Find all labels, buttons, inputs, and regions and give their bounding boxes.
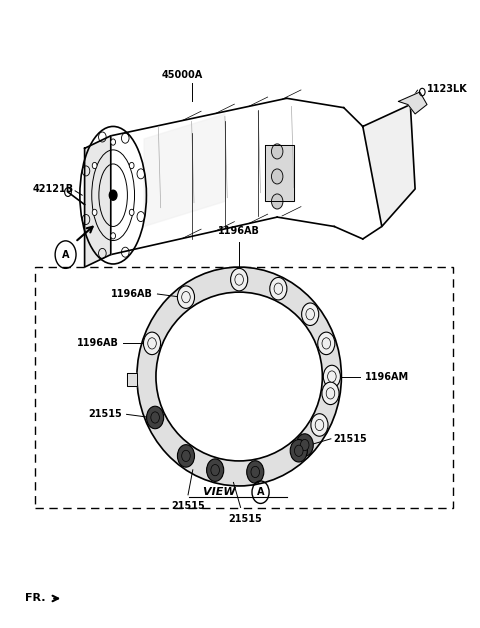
Circle shape [251, 467, 260, 477]
Circle shape [92, 209, 97, 215]
Circle shape [318, 332, 335, 355]
Circle shape [109, 190, 117, 200]
Circle shape [247, 461, 264, 483]
Circle shape [206, 459, 224, 482]
Polygon shape [127, 374, 137, 386]
Polygon shape [84, 136, 111, 267]
Circle shape [272, 194, 283, 209]
Polygon shape [111, 99, 382, 254]
Text: 1196AB: 1196AB [77, 338, 119, 349]
Circle shape [322, 382, 339, 404]
Circle shape [92, 163, 97, 169]
Text: 21515: 21515 [228, 514, 262, 524]
Text: 1196AB: 1196AB [111, 289, 153, 299]
Polygon shape [398, 92, 427, 114]
Polygon shape [363, 104, 415, 227]
Circle shape [182, 450, 190, 462]
Circle shape [111, 233, 116, 239]
Text: FR.: FR. [25, 593, 46, 604]
Circle shape [211, 465, 219, 476]
Circle shape [322, 338, 331, 349]
Circle shape [315, 420, 324, 431]
Text: 1196AM: 1196AM [365, 372, 409, 382]
Circle shape [326, 387, 335, 399]
Circle shape [270, 278, 287, 300]
Circle shape [272, 144, 283, 159]
Circle shape [178, 445, 194, 467]
Circle shape [300, 440, 309, 451]
Text: 21515: 21515 [333, 434, 367, 444]
Text: A: A [257, 487, 264, 497]
Circle shape [235, 274, 243, 285]
Circle shape [148, 338, 156, 349]
Circle shape [311, 414, 328, 436]
Circle shape [296, 434, 313, 457]
Circle shape [274, 283, 283, 295]
Circle shape [111, 139, 116, 145]
Circle shape [129, 163, 134, 169]
Circle shape [129, 209, 134, 215]
Text: VIEW: VIEW [203, 487, 239, 497]
Text: 45000A: 45000A [161, 70, 203, 80]
Circle shape [295, 445, 303, 457]
Circle shape [146, 406, 164, 429]
Text: A: A [62, 250, 69, 260]
Circle shape [178, 286, 194, 308]
Circle shape [324, 365, 340, 387]
Circle shape [328, 371, 336, 382]
Circle shape [151, 412, 159, 423]
Circle shape [144, 332, 161, 355]
Circle shape [230, 268, 248, 291]
Text: 1196AB: 1196AB [218, 226, 260, 236]
Text: 42121B: 42121B [32, 184, 73, 194]
Circle shape [182, 291, 190, 303]
Text: 1123LK: 1123LK [427, 84, 468, 94]
Text: 21515: 21515 [88, 409, 122, 420]
Circle shape [301, 303, 319, 325]
Polygon shape [265, 145, 294, 202]
Polygon shape [137, 267, 341, 486]
Text: 21515: 21515 [171, 501, 205, 511]
Polygon shape [144, 114, 225, 227]
Ellipse shape [80, 126, 146, 264]
Circle shape [306, 308, 314, 320]
Circle shape [272, 169, 283, 184]
Circle shape [290, 440, 307, 462]
